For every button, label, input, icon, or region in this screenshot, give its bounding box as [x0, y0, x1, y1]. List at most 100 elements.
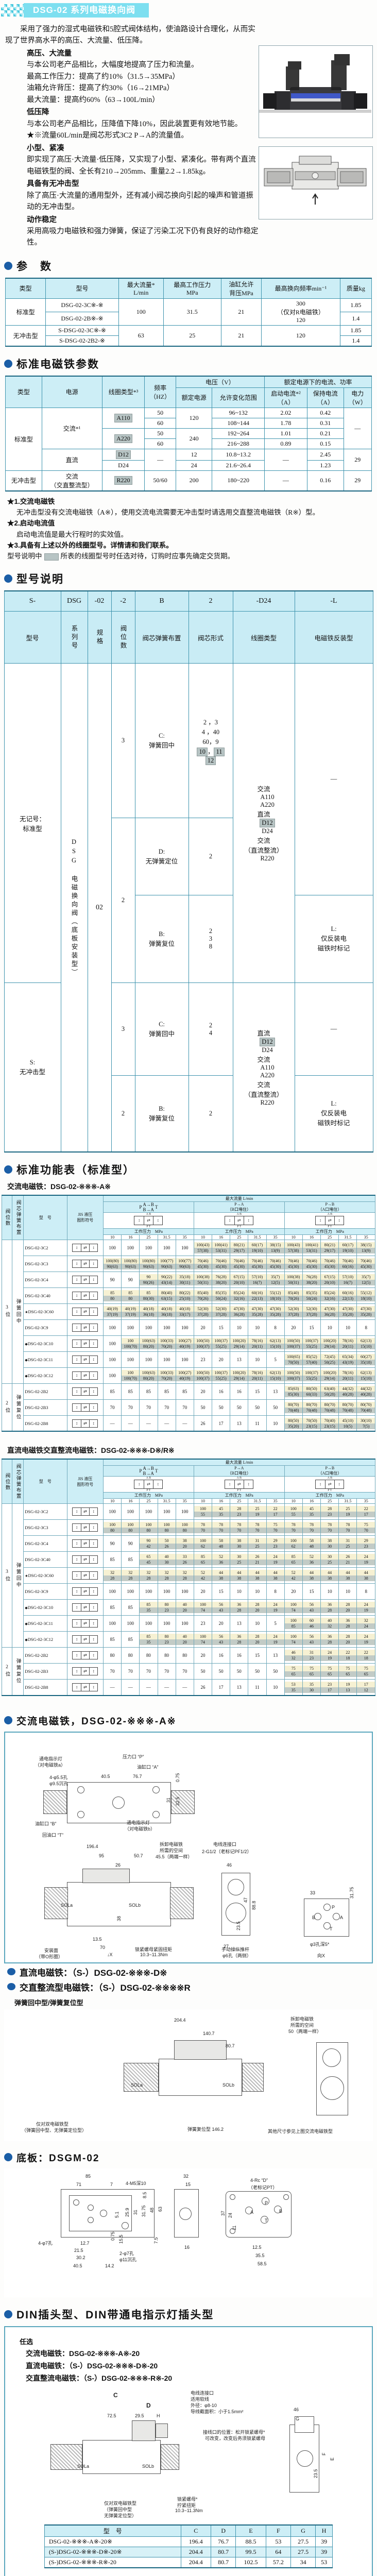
- line: 弹簧回中: [148, 741, 175, 749]
- model-cell: DSG-02-3C3: [23, 1255, 67, 1272]
- corner-hole: [230, 2194, 235, 2200]
- value-cell: 78 70: [212, 1519, 231, 1536]
- line: 标准型: [23, 825, 42, 833]
- baseplate-drawing: 85 71 7 4-M5深10 8.5 5.1 25.9 31 31.75 48 63 0.75 15.…: [4, 2168, 373, 2297]
- value-top: 57(10): [248, 1274, 266, 1280]
- value-bottom: 60(33): [302, 1391, 321, 1397]
- note-heading: ★1.交流电磁铁: [7, 497, 55, 505]
- value-bottom: 20: [339, 1639, 357, 1646]
- feature-line: ★※流量60L/min是阀芯形式3C2 P→A的流量值。: [27, 131, 188, 140]
- model-cell: ◆DSG-02-3C12: [23, 1367, 67, 1384]
- value-cell: —: [139, 1679, 158, 1696]
- sym-seg: ↕: [75, 1573, 78, 1578]
- value-bottom: 22(13): [339, 1295, 357, 1301]
- cell: —: [264, 448, 307, 471]
- model-cell: DSG-02-3C4: [23, 1271, 67, 1288]
- sym-seg: ⇄: [80, 1244, 89, 1251]
- jis-symbol-icon: A B ↕ ⇄ ↕ P T: [315, 1213, 345, 1228]
- mounting-hole: [152, 1810, 160, 1818]
- value-bottom: 35: [140, 1639, 158, 1646]
- value-cell: 30(10) 7(5): [356, 1415, 375, 1432]
- dim-label: 140.7: [203, 2030, 215, 2036]
- value-cell: 70(46) 45(30): [356, 1255, 375, 1272]
- cell: 80.7: [211, 2556, 236, 2568]
- value-cell: 100(43) 57(38): [193, 1239, 213, 1256]
- value-bottom: 45(30): [230, 1263, 248, 1269]
- pressure-head: 25: [139, 1498, 158, 1504]
- value-bottom: 22(13): [248, 1295, 266, 1301]
- cell: 0.31: [306, 417, 344, 429]
- sym-seg: ↕: [89, 1324, 97, 1331]
- sym-seg: ↕: [89, 1524, 97, 1532]
- dim-label: H: [157, 2413, 160, 2418]
- line: 无冲击型: [19, 1068, 45, 1076]
- model-label-cell: 阀芯形式: [188, 611, 233, 664]
- value-cell: 47(30) 35(28): [248, 1303, 267, 1320]
- value-cell: 100: [139, 1239, 158, 1256]
- line: B:: [159, 930, 165, 938]
- flow-head: 最大流量 L/min: [103, 1459, 375, 1466]
- sym-seg: ⇄: [80, 1508, 89, 1516]
- value-cell: 50: [193, 1663, 213, 1680]
- cell: C: 弹簧回中: [134, 982, 189, 1076]
- sym-seg: ↕: [89, 1668, 97, 1675]
- cell: 27.5: [290, 2546, 316, 2557]
- value-cell: 32 24: [356, 1615, 375, 1632]
- value-cell: 70(46) 45(30): [248, 1255, 267, 1272]
- cell: 1.4: [339, 311, 372, 326]
- value-bottom: 37(19): [104, 1311, 122, 1317]
- value-top: 100(27): [176, 1369, 194, 1376]
- table-row: DSG-02-3C4 ↕ ⇄ ↕ 90 90 90 90(26) 90(22) 43(14) 35(…: [2, 1271, 375, 1288]
- value-top: 100: [284, 1634, 302, 1640]
- dim-label: 26: [115, 1862, 121, 1868]
- value-cell: 52(30) 37(28): [284, 1303, 303, 1320]
- model-cell: ◆DSG-02-3C10: [23, 1599, 67, 1616]
- value-top: 78(16): [339, 1337, 357, 1344]
- value-top: 80(22): [176, 1290, 194, 1296]
- model-cell: DSG-02-3C4: [23, 1535, 67, 1552]
- feature-heading: 动作稳定: [27, 215, 57, 224]
- dim-label: 15.5: [118, 2234, 124, 2244]
- value-bottom: 70(26): [194, 1295, 212, 1301]
- value-top: 22: [357, 1650, 375, 1656]
- value-bottom: 65: [302, 1671, 321, 1677]
- table-row: ◆DSG-02-3C11 ↕ ⇄ ↕ 100 100 100 100 100 23 20 13 10 5 1…: [2, 1351, 375, 1368]
- dim-label: 11: [232, 2225, 237, 2230]
- col-head-positions: 阀位数: [1, 1195, 13, 1240]
- ac-table-subtitle: 交流电磁铁：DSG-02-※※※-A※: [7, 1182, 111, 1191]
- dim-label: 40.5: [73, 2263, 82, 2268]
- value-bottom: 62: [284, 1544, 302, 1550]
- value-cell: 100: [121, 1239, 140, 1256]
- value-top: 85(52): [302, 1353, 321, 1360]
- value-cell: 22 18: [356, 1647, 375, 1664]
- value-cell: 100: [121, 1615, 140, 1632]
- wp-head: 工作压力 MPa: [284, 1492, 376, 1499]
- jis-symbol-cell: ↕ ⇄ ↕: [66, 1335, 104, 1352]
- value-top: 80: [158, 1602, 176, 1608]
- value-cell: 57(10) 16(7): [338, 1271, 357, 1288]
- value-cell: 26: [193, 1679, 213, 1696]
- cell: —: [264, 470, 307, 492]
- group3-head: P→B （A口堵住）: [284, 1201, 376, 1213]
- value-top: 70(46): [212, 1258, 230, 1264]
- model-cell: ◆DSG-02-3C10: [23, 1335, 67, 1352]
- sym-top: A B: [236, 1477, 242, 1480]
- value-cell: 85(63) 85(30): [284, 1383, 303, 1400]
- value-top: 24: [266, 1634, 284, 1640]
- intro-text: 采用了强力的湿式电磁铁和5腔式阀体结构，使油路设计合理化，从而实现了世界高水平的…: [5, 24, 259, 249]
- value-cell: 75 65: [338, 1663, 357, 1680]
- header-cell: 油缸允许 背压MPa: [220, 278, 262, 299]
- sym-seg: ↕: [75, 1541, 78, 1546]
- jis-symbol-cell: ↕ ⇄ ↕: [66, 1351, 104, 1368]
- sym-seg: ⇄: [80, 1588, 89, 1596]
- header-cell: 电压（V）: [175, 376, 265, 388]
- sym-seg: ↕: [89, 1508, 97, 1516]
- value-bottom: 70(20): [158, 1375, 176, 1381]
- value-cell: 56 43: [302, 1631, 321, 1648]
- col-head-spring: 阀芯弹簧布置: [12, 1195, 24, 1240]
- ac-dimension-drawing: 通电指示灯 （对电磁铁a） 压力口 “P” 油缸口 “A” 4-φ5.5孔 φ9.5沉孔 4…: [5, 1732, 372, 1959]
- flow-head: 最大流量 L/min: [103, 1195, 375, 1202]
- dim-label: 21.5: [74, 2247, 83, 2253]
- value-bottom: 23: [266, 1544, 284, 1550]
